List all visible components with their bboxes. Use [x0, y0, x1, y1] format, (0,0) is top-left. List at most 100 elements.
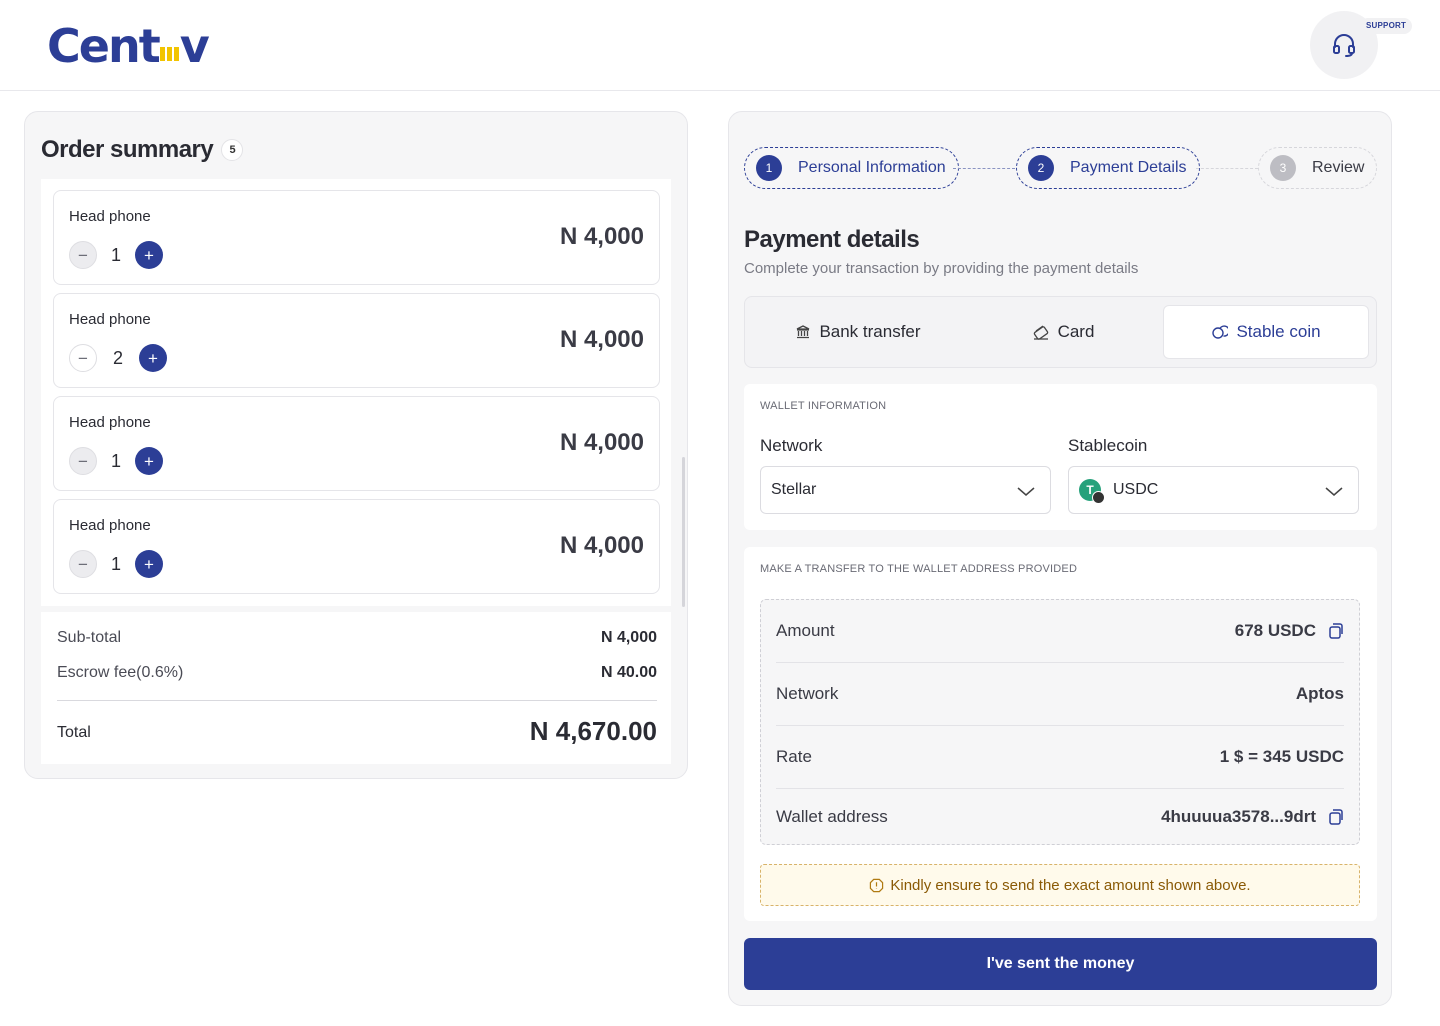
totals-divider	[57, 700, 657, 701]
step-review[interactable]: 3 Review	[1258, 147, 1378, 189]
decrease-quantity-button[interactable]: −	[69, 550, 97, 578]
stablecoin-select[interactable]: T USDC	[1068, 466, 1359, 514]
support-label: SUPPORT	[1360, 18, 1413, 34]
quantity-value: 2	[112, 347, 123, 368]
wallet-information-card: WALLET INFORMATION Network Stablecoin St…	[744, 384, 1377, 530]
subtotal-label: Sub-total	[57, 629, 122, 646]
centiiv-logo[interactable]: Cent v	[47, 19, 210, 73]
order-summary-panel: Order summary 5 Head phone − 1 + N 4,000…	[24, 111, 688, 779]
tab-label: Stable coin	[1236, 322, 1321, 341]
headset-icon	[1333, 34, 1355, 57]
order-item: Head phone − 1 + N 4,000	[53, 396, 660, 491]
network-detail-label: Network	[776, 684, 839, 703]
copy-icon[interactable]	[1326, 622, 1344, 640]
exact-amount-notice: Kindly ensure to send the exact amount s…	[760, 864, 1360, 906]
tab-label: Card	[1057, 322, 1095, 341]
decrease-quantity-button[interactable]: −	[69, 241, 97, 269]
decrease-quantity-button[interactable]: −	[69, 447, 97, 475]
network-select-value: Stellar	[771, 481, 817, 498]
bank-icon	[797, 325, 810, 339]
item-price: N 4,000	[559, 223, 644, 250]
quantity-stepper: − 1 +	[69, 241, 163, 269]
item-name: Head phone	[69, 208, 151, 225]
copy-icon[interactable]	[1326, 808, 1344, 826]
transfer-section-label: MAKE A TRANSFER TO THE WALLET ADDRESS PR…	[760, 563, 1078, 575]
total-value: N 4,670.00	[529, 716, 657, 746]
notice-text: Kindly ensure to send the exact amount s…	[890, 876, 1251, 894]
increase-quantity-button[interactable]: +	[135, 550, 163, 578]
increase-quantity-button[interactable]: +	[139, 344, 167, 372]
tab-card[interactable]: Card	[963, 305, 1163, 359]
usdt-token-icon: T	[1079, 479, 1105, 504]
order-summary-heading: Order summary 5	[41, 136, 244, 164]
items-scrollbar[interactable]	[682, 457, 685, 607]
item-price: N 4,000	[559, 532, 644, 559]
step-number: 1	[756, 155, 782, 181]
amount-value-group: 678 USDC	[1235, 621, 1344, 641]
tab-label: Bank transfer	[819, 322, 921, 341]
order-summary-title: Order summary	[41, 136, 214, 163]
order-item: Head phone − 2 + N 4,000	[53, 293, 660, 388]
quantity-value: 1	[110, 553, 121, 574]
subtotal-row: Sub-total N 4,000	[57, 629, 657, 647]
transfer-details-box: Amount 678 USDC Network Aptos Rate 1 $ =…	[760, 599, 1360, 845]
increase-quantity-button[interactable]: +	[135, 241, 163, 269]
order-item: Head phone − 1 + N 4,000	[53, 499, 660, 594]
amount-row: Amount 678 USDC	[776, 600, 1344, 663]
subtotal-value: N 4,000	[600, 629, 657, 646]
item-name: Head phone	[69, 517, 151, 534]
rate-row: Rate 1 $ = 345 USDC	[776, 726, 1344, 789]
step-number: 3	[1270, 155, 1296, 181]
quantity-value: 1	[110, 450, 121, 471]
chevron-down-icon	[1017, 487, 1035, 496]
item-name: Head phone	[69, 414, 151, 431]
rate-value: 1 $ = 345 USDC	[1219, 747, 1344, 766]
logo-bars-mark	[159, 31, 179, 61]
item-name: Head phone	[69, 311, 151, 328]
order-items-list[interactable]: Head phone − 1 + N 4,000 Head phone − 2 …	[41, 179, 671, 606]
increase-quantity-button[interactable]: +	[135, 447, 163, 475]
payment-panel: 1 Personal Information 2 Payment Details…	[728, 111, 1392, 1006]
order-item: Head phone − 1 + N 4,000	[53, 190, 660, 285]
item-count-badge: 5	[221, 139, 244, 161]
payment-details-subtitle: Complete your transaction by providing t…	[744, 260, 1139, 277]
network-detail-value: Aptos	[1295, 684, 1344, 703]
decrease-quantity-button[interactable]: −	[69, 344, 97, 372]
step-label: Personal Information	[798, 159, 946, 176]
sent-money-button[interactable]: I've sent the money	[744, 938, 1377, 990]
escrow-fee-label: Escrow fee(0.6%)	[57, 664, 184, 681]
payment-details-title: Payment details	[744, 226, 920, 253]
rate-label: Rate	[776, 747, 812, 766]
stablecoin-label: Stablecoin	[1068, 436, 1148, 455]
stablecoin-select-value: USDC	[1113, 481, 1159, 498]
coin-icon	[1212, 324, 1229, 339]
step-connector	[1196, 168, 1258, 169]
transfer-details-card: MAKE A TRANSFER TO THE WALLET ADDRESS PR…	[744, 547, 1377, 921]
step-label: Payment Details	[1070, 159, 1187, 176]
quantity-stepper: − 1 +	[69, 550, 163, 578]
logo-text: Cent	[47, 19, 161, 73]
tab-stable-coin[interactable]: Stable coin	[1163, 305, 1369, 359]
chevron-down-icon	[1325, 487, 1343, 496]
step-number: 2	[1028, 155, 1054, 181]
escrow-fee-row: Escrow fee(0.6%) N 40.00	[57, 664, 657, 682]
amount-value: 678 USDC	[1234, 621, 1316, 640]
payment-method-tabs: Bank transfer Card Stable coin	[744, 296, 1377, 368]
amount-label: Amount	[776, 621, 835, 640]
logo-text-end: v	[179, 19, 210, 73]
top-header: Cent v SUPPORT	[0, 0, 1440, 91]
quantity-stepper: − 2 +	[69, 344, 167, 372]
step-personal-information[interactable]: 1 Personal Information	[744, 147, 959, 189]
info-warning-icon	[870, 878, 884, 892]
quantity-stepper: − 1 +	[69, 447, 163, 475]
item-price: N 4,000	[559, 429, 644, 456]
wallet-address-value: 4huuuua3578...9drt	[1161, 806, 1316, 826]
network-select[interactable]: Stellar	[760, 466, 1051, 514]
escrow-fee-value: N 40.00	[600, 664, 657, 681]
step-payment-details[interactable]: 2 Payment Details	[1016, 147, 1200, 189]
wallet-address-row: Wallet address 4huuuua3578...9drt	[776, 785, 1344, 848]
tab-bank-transfer[interactable]: Bank transfer	[753, 305, 963, 359]
step-label: Review	[1312, 159, 1365, 176]
order-totals: Sub-total N 4,000 Escrow fee(0.6%) N 40.…	[41, 612, 671, 764]
item-price: N 4,000	[559, 326, 644, 353]
